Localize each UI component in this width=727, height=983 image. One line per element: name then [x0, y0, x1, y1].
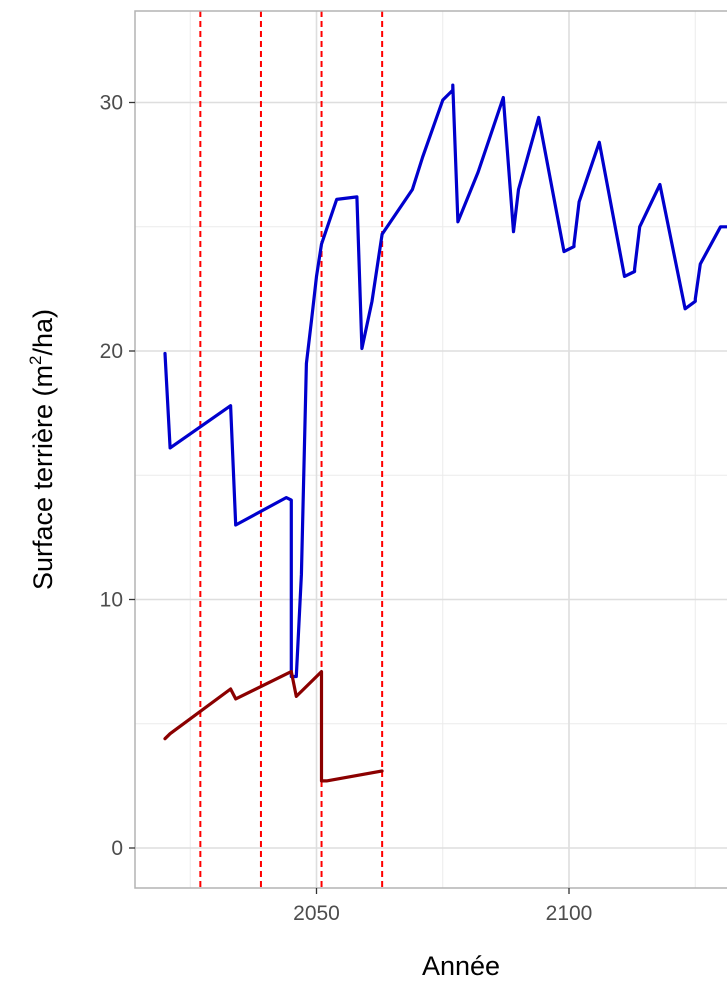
y-axis-title-main: Surface terrière (m — [28, 365, 58, 590]
y-axis-title-unit: /ha) — [28, 309, 58, 356]
x-axis-title: Année — [422, 951, 500, 981]
y-axis-title: Surface terrière (m2/ha) — [26, 309, 58, 590]
x-tick-label: 2050 — [293, 902, 340, 925]
y-axis-title-superscript: 2 — [26, 356, 45, 365]
axis-ticks: 0 10 20 30 2050 2100 — [100, 92, 593, 926]
y-tick-label: 20 — [100, 340, 123, 363]
series-line-2 — [163, 670, 384, 783]
series-line-1 — [163, 83, 727, 679]
panel-border — [134, 10, 727, 889]
grid-lines — [135, 11, 727, 888]
y-tick-label: 30 — [100, 92, 123, 115]
y-tick-label: 0 — [111, 837, 123, 860]
x-tick-label: 2100 — [546, 902, 593, 925]
y-tick-label: 10 — [100, 589, 123, 612]
reference-lines — [199, 11, 384, 888]
data-series — [163, 83, 727, 783]
